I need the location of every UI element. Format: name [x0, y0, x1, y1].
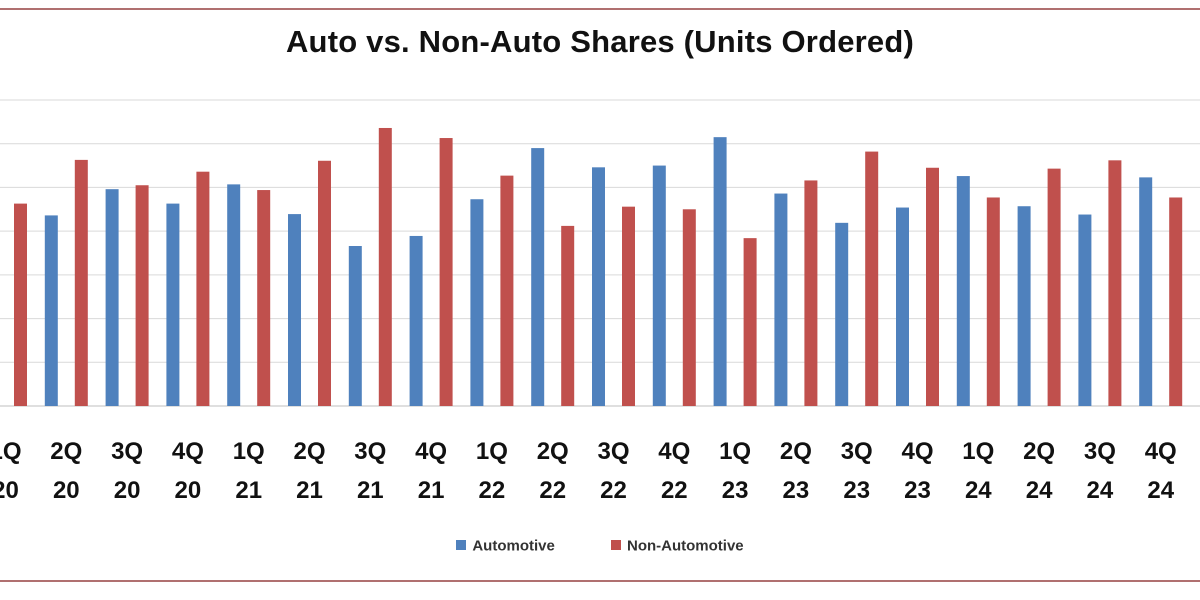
legend-label-automotive: Automotive: [472, 537, 555, 555]
x-tick-label: 24: [1026, 477, 1053, 504]
x-tick-label: 23: [843, 477, 870, 504]
x-tick-label: 24: [965, 477, 992, 504]
bar-non-automotive: [74, 159, 88, 406]
bar-non-automotive: [622, 206, 635, 406]
x-tick-label: 2Q: [1023, 438, 1055, 465]
bar-automotive: [1078, 214, 1092, 406]
bar-automotive: [227, 184, 241, 406]
x-tick-label: 23: [783, 477, 810, 504]
x-tick-label: 3Q: [111, 438, 143, 465]
bar-non-automotive: [682, 209, 696, 406]
x-tick-label: 24: [1087, 477, 1114, 504]
bar-non-automotive: [196, 171, 210, 406]
x-tick-label: 3Q: [841, 438, 873, 465]
x-tick-label: 24: [1147, 477, 1174, 504]
bar-automotive: [166, 203, 180, 406]
bar-non-automotive: [257, 190, 271, 406]
bar-automotive: [835, 222, 849, 406]
bar-automotive: [1017, 206, 1031, 406]
legend-swatch-automotive: [456, 540, 467, 551]
x-tick-label: 23: [722, 477, 749, 504]
x-tick-label: 22: [479, 477, 506, 504]
x-tick-label: 21: [296, 477, 323, 504]
bar-non-automotive: [926, 167, 939, 406]
bar-non-automotive: [743, 238, 757, 406]
legend-item-automotive: Automotive: [456, 537, 555, 555]
bar-automotive: [531, 148, 545, 407]
legend: Automotive Non-Automotive: [0, 537, 1200, 555]
x-tick-label: 1Q: [0, 438, 22, 465]
x-tick-label: 1Q: [476, 438, 508, 465]
x-tick-label: 1Q: [233, 438, 265, 465]
bar-automotive: [288, 214, 301, 406]
bar-automotive: [1139, 177, 1153, 406]
bar-non-automotive: [439, 138, 453, 406]
x-tick-label: 21: [357, 477, 384, 504]
x-tick-label: 20: [53, 477, 80, 504]
x-tick-label: 23: [904, 477, 931, 504]
x-tick-label: 2Q: [780, 438, 812, 465]
x-tick-label: 3Q: [1084, 438, 1116, 465]
bar-non-automotive: [1169, 197, 1183, 406]
bar-automotive: [348, 246, 362, 406]
x-tick-label: 22: [539, 477, 566, 504]
bar-automotive: [105, 189, 119, 406]
bar-non-automotive: [1047, 168, 1061, 406]
bars: [14, 127, 1183, 407]
x-tick-label: 4Q: [658, 438, 690, 465]
bar-automotive: [470, 199, 484, 406]
x-tick-label: 4Q: [172, 438, 204, 465]
x-tick-label: 21: [235, 477, 262, 504]
bar-non-automotive: [378, 127, 392, 406]
bar-automotive: [956, 176, 970, 406]
x-tick-label: 2Q: [537, 438, 569, 465]
bar-automotive: [652, 165, 666, 406]
bar-non-automotive: [318, 160, 331, 406]
x-tick-label: 22: [661, 477, 688, 504]
bar-automotive: [44, 215, 58, 406]
chart-title: Auto vs. Non-Auto Shares (Units Ordered): [285, 24, 915, 59]
bar-non-automotive: [561, 225, 575, 406]
x-tick-label: 2Q: [50, 438, 82, 465]
bar-non-automotive: [865, 151, 879, 406]
bar-non-automotive: [500, 175, 514, 406]
bar-non-automotive: [1108, 160, 1122, 406]
x-tick-label: 4Q: [1145, 438, 1177, 465]
bar-automotive: [774, 193, 788, 406]
bar-automotive: [713, 137, 727, 406]
x-tick-label: 3Q: [354, 438, 386, 465]
x-tick-labels: 1Q 20 2Q 20 3Q 20 4Q 20 1Q 21 2Q 21 3Q 21 4Q 21 1Q 22 2Q 22…: [0, 438, 1177, 504]
x-tick-label: 21: [418, 477, 445, 504]
x-tick-label: 22: [600, 477, 627, 504]
bar-non-automotive: [14, 203, 27, 406]
bar-non-automotive: [986, 197, 1000, 406]
legend-item-non-automotive: Non-Automotive: [611, 537, 744, 555]
bar-non-automotive: [135, 185, 149, 406]
x-tick-label: 20: [175, 477, 202, 504]
bar-automotive: [409, 235, 423, 406]
bar-automotive: [896, 207, 909, 406]
x-tick-label: 20: [0, 477, 19, 504]
legend-swatch-non-automotive: [611, 540, 621, 551]
x-tick-label: 1Q: [719, 438, 751, 465]
bar-automotive: [592, 167, 605, 406]
x-tick-label: 3Q: [597, 438, 629, 465]
x-tick-label: 4Q: [415, 438, 447, 465]
bar-non-automotive: [804, 180, 818, 406]
legend-label-non-automotive: Non-Automotive: [627, 537, 744, 555]
x-tick-label: 4Q: [901, 438, 933, 465]
x-tick-label: 2Q: [293, 438, 325, 465]
x-tick-label: 20: [114, 477, 141, 504]
x-tick-label: 1Q: [962, 438, 994, 465]
